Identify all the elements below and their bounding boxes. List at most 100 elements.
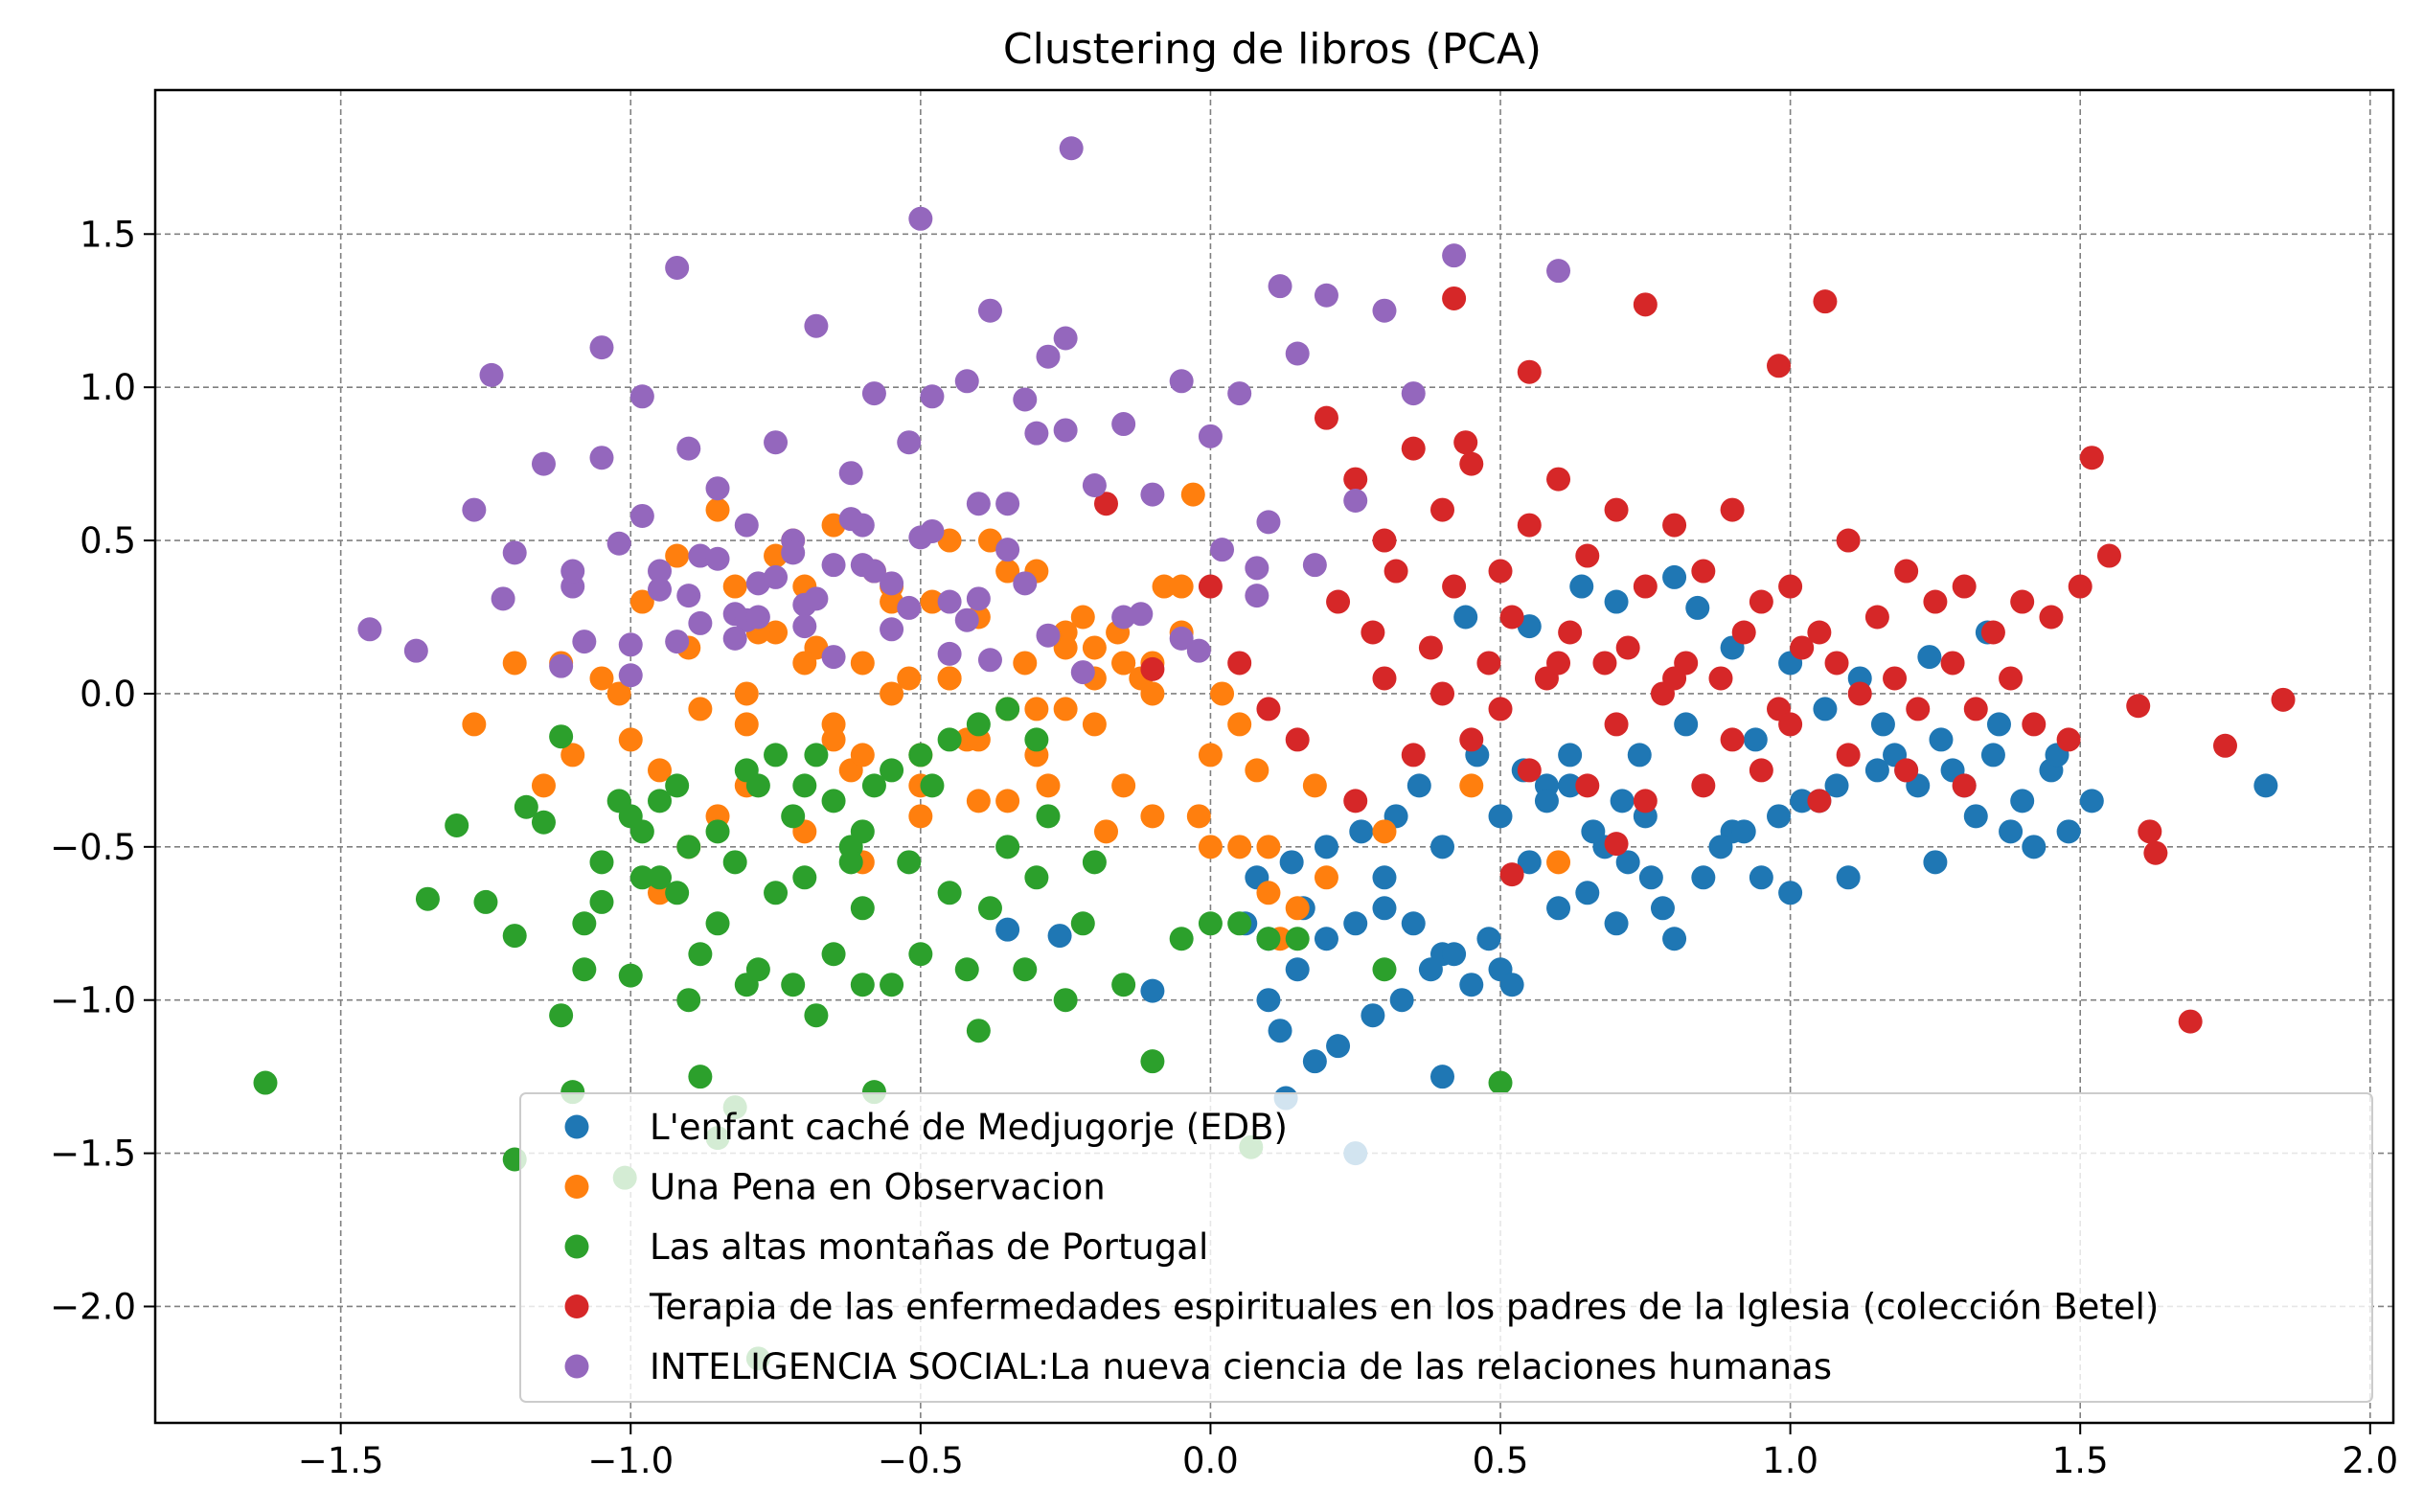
data-point <box>897 850 922 875</box>
data-point <box>977 896 1002 921</box>
data-point <box>1256 510 1281 535</box>
data-point <box>966 586 991 611</box>
data-point <box>606 531 631 556</box>
data-point <box>1129 602 1154 627</box>
data-point <box>995 697 1020 722</box>
data-point <box>1389 988 1414 1013</box>
data-point <box>908 942 933 967</box>
data-point <box>572 630 597 654</box>
data-point <box>1227 381 1252 406</box>
data-point <box>665 881 690 905</box>
data-point <box>1430 835 1455 859</box>
data-point <box>1917 645 1942 670</box>
data-point <box>549 724 574 749</box>
data-point <box>2022 835 2047 859</box>
data-point <box>781 804 806 829</box>
data-point <box>1546 850 1571 875</box>
y-tick-label: 1.0 <box>80 367 136 408</box>
data-point <box>1082 712 1107 737</box>
data-point <box>589 335 614 360</box>
x-tick-label: 1.0 <box>1762 1440 1818 1481</box>
data-point <box>1558 620 1583 645</box>
data-point <box>491 586 515 611</box>
data-point <box>462 497 487 522</box>
data-point <box>1499 862 1524 887</box>
data-point <box>897 666 922 691</box>
data-point <box>1517 758 1542 783</box>
data-point <box>1024 697 1049 722</box>
data-point <box>1285 927 1310 951</box>
data-point <box>531 773 556 798</box>
data-point <box>1442 574 1467 599</box>
data-point <box>1558 773 1583 798</box>
data-point <box>937 641 962 666</box>
data-point <box>549 653 574 678</box>
data-point <box>253 1070 278 1095</box>
data-point <box>560 559 585 584</box>
data-point <box>850 743 875 767</box>
data-point <box>722 626 747 651</box>
data-point <box>589 889 614 914</box>
data-point <box>2022 712 2047 737</box>
data-point <box>1749 758 1773 783</box>
data-point <box>1082 850 1107 875</box>
data-point <box>1836 865 1861 890</box>
data-point <box>1326 1034 1351 1059</box>
data-point <box>1743 727 1768 752</box>
data-point <box>995 492 1020 516</box>
data-point <box>705 497 730 522</box>
data-point <box>1372 819 1397 844</box>
legend-label: Las altas montañas de Portugal <box>650 1226 1208 1268</box>
data-point <box>1013 651 1038 676</box>
data-point <box>688 1065 713 1089</box>
data-point <box>1459 973 1484 997</box>
data-point <box>589 446 614 470</box>
data-point <box>1384 559 1408 584</box>
data-point <box>1581 819 1606 844</box>
data-point <box>1198 574 1223 599</box>
data-point <box>977 648 1002 673</box>
data-point <box>1999 666 2024 691</box>
data-point <box>1592 651 1617 676</box>
data-point <box>479 362 504 387</box>
data-point <box>1140 656 1165 681</box>
data-point <box>966 1019 991 1043</box>
data-point <box>589 666 614 691</box>
data-point <box>1047 924 1072 949</box>
data-point <box>2143 840 2168 865</box>
data-point <box>1152 574 1177 599</box>
y-tick-label: −0.5 <box>50 827 136 868</box>
data-point <box>954 607 979 632</box>
data-point <box>937 589 962 614</box>
data-point <box>1372 957 1397 982</box>
data-point <box>502 651 527 676</box>
data-point <box>1036 804 1061 829</box>
data-point <box>1256 835 1281 859</box>
data-point <box>1442 243 1467 268</box>
data-point <box>1302 1049 1327 1074</box>
data-point <box>745 957 770 982</box>
data-point <box>1198 835 1223 859</box>
data-point <box>1036 623 1061 648</box>
data-point <box>1140 681 1165 706</box>
data-point <box>838 507 863 532</box>
data-point <box>897 430 922 455</box>
data-point <box>1082 473 1107 498</box>
data-point <box>1111 773 1136 798</box>
data-point <box>1778 881 1803 905</box>
data-point <box>462 712 487 737</box>
data-point <box>1024 727 1049 752</box>
data-point <box>1430 1065 1455 1089</box>
data-point <box>1036 344 1061 369</box>
data-point <box>1418 957 1443 982</box>
series-5 <box>357 136 1571 688</box>
data-point <box>1836 743 1861 767</box>
data-point <box>473 889 498 914</box>
data-point <box>648 758 673 783</box>
data-point <box>1767 354 1792 378</box>
data-point <box>1824 773 1849 798</box>
data-point <box>1534 789 1559 813</box>
data-point <box>549 1003 574 1028</box>
data-point <box>1952 574 1977 599</box>
data-point <box>415 886 440 911</box>
